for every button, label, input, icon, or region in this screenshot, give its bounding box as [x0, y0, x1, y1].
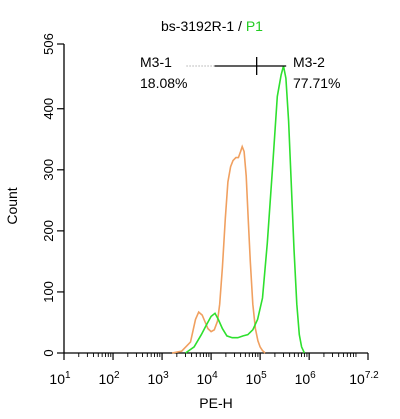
gate-m3-2-percent: 77.71%: [293, 75, 340, 91]
x-tick-label: 103: [147, 370, 169, 387]
gate-m3-1-name: M3-1: [140, 54, 172, 70]
y-tick-label: 200: [41, 220, 56, 242]
gate-marker: [186, 56, 287, 75]
chart-title-gate: P1: [246, 18, 263, 34]
x-tick-label: 107.2: [349, 370, 379, 387]
series-control-line: [171, 144, 266, 354]
y-axis-label: Count: [4, 187, 20, 224]
x-tick-label: 106: [295, 370, 317, 387]
x-axis-label: PE-H: [199, 395, 232, 411]
x-tick-label: 102: [98, 370, 120, 387]
chart-title-prefix: bs-3192R-1 /: [161, 18, 246, 34]
chart-title: bs-3192R-1 / P1: [161, 18, 263, 34]
series-sample-line: [185, 65, 306, 354]
x-ticks: 101 102 103 104 105 106 107.2: [49, 353, 379, 387]
y-ticks: 0 100 200 300 400 506: [41, 33, 64, 357]
y-tick-label: 506: [41, 33, 56, 55]
x-tick-label: 105: [246, 370, 268, 387]
y-tick-label: 400: [41, 98, 56, 120]
x-tick-label: 101: [49, 370, 71, 387]
gate-m3-1-percent: 18.08%: [140, 75, 187, 91]
y-tick-label: 100: [41, 281, 56, 303]
y-tick-label: 300: [41, 159, 56, 181]
x-minor-ticks: [78, 353, 357, 357]
y-tick-label: 0: [41, 349, 56, 356]
x-tick-label: 104: [197, 370, 219, 387]
gate-m3-2-name: M3-2: [293, 54, 325, 70]
